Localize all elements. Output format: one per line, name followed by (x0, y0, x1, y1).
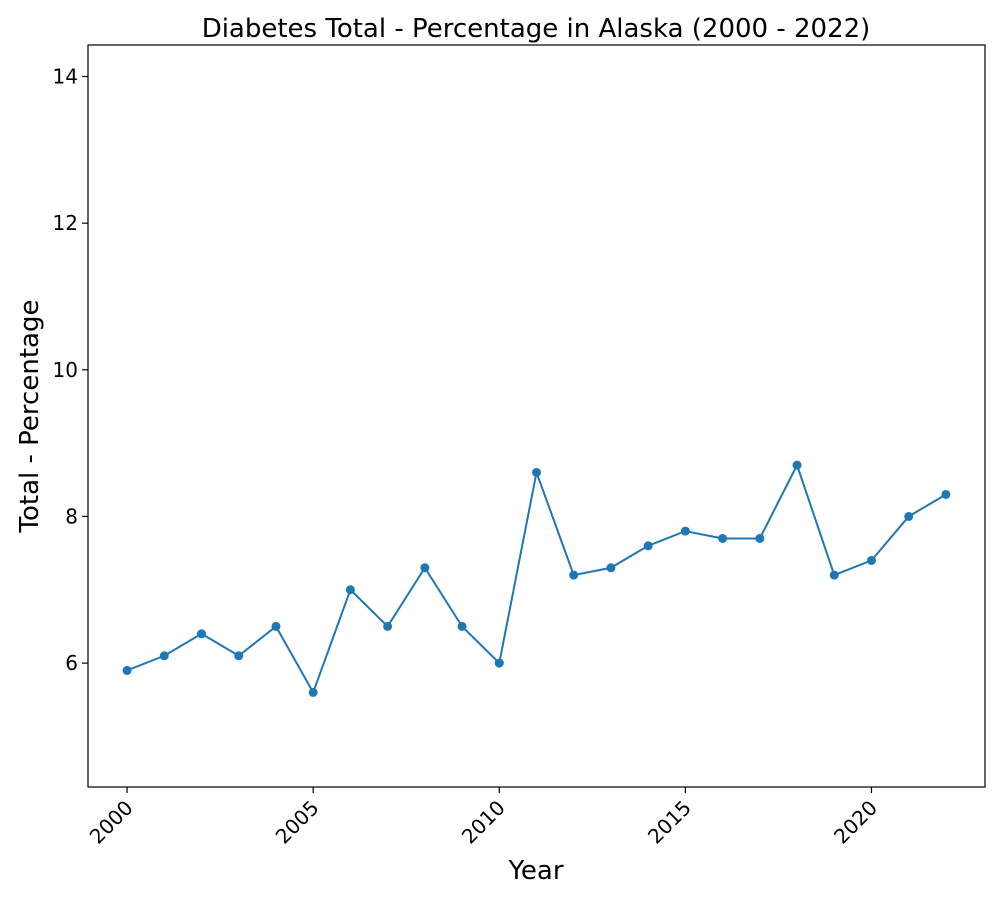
data-point (494, 658, 504, 668)
data-point (941, 489, 951, 499)
data-point (680, 526, 690, 536)
data-point (606, 563, 616, 573)
data-point (718, 533, 728, 543)
x-tick-label: 2005 (271, 796, 324, 849)
y-axis: 6 8 10 12 14 (53, 65, 88, 675)
data-point (866, 555, 876, 565)
data-point (383, 621, 393, 631)
x-tick-label: 2000 (85, 796, 138, 849)
y-tick-label: 10 (53, 358, 78, 382)
data-point (271, 621, 281, 631)
data-point (904, 511, 914, 521)
data-point (420, 563, 430, 573)
y-tick-label: 14 (53, 65, 78, 89)
y-tick-label: 6 (65, 651, 78, 675)
y-axis-label: Total - Percentage (15, 300, 45, 534)
data-point (159, 651, 169, 661)
x-tick-label: 2010 (457, 796, 510, 849)
x-axis: 2000 2005 2010 2015 2020 (85, 787, 882, 849)
data-point (197, 629, 207, 639)
x-tick-label: 2020 (829, 796, 882, 849)
data-point (308, 687, 318, 697)
data-point (643, 541, 653, 551)
data-point (457, 621, 467, 631)
y-tick-label: 12 (53, 211, 78, 235)
x-axis-label: Year (507, 856, 563, 886)
data-point (532, 467, 541, 477)
data-point (122, 665, 132, 675)
plot-area (87, 44, 986, 788)
chart-title: Diabetes Total - Percentage in Alaska (2… (202, 14, 871, 44)
data-point (829, 570, 839, 580)
data-point (234, 651, 244, 661)
data-point (755, 533, 765, 543)
series-diabetes-total (122, 460, 951, 697)
data-point (569, 570, 579, 580)
data-point (792, 460, 802, 470)
data-point (345, 585, 355, 595)
x-tick-label: 2015 (643, 796, 696, 849)
y-tick-label: 8 (65, 504, 78, 528)
series-line (126, 462, 947, 695)
